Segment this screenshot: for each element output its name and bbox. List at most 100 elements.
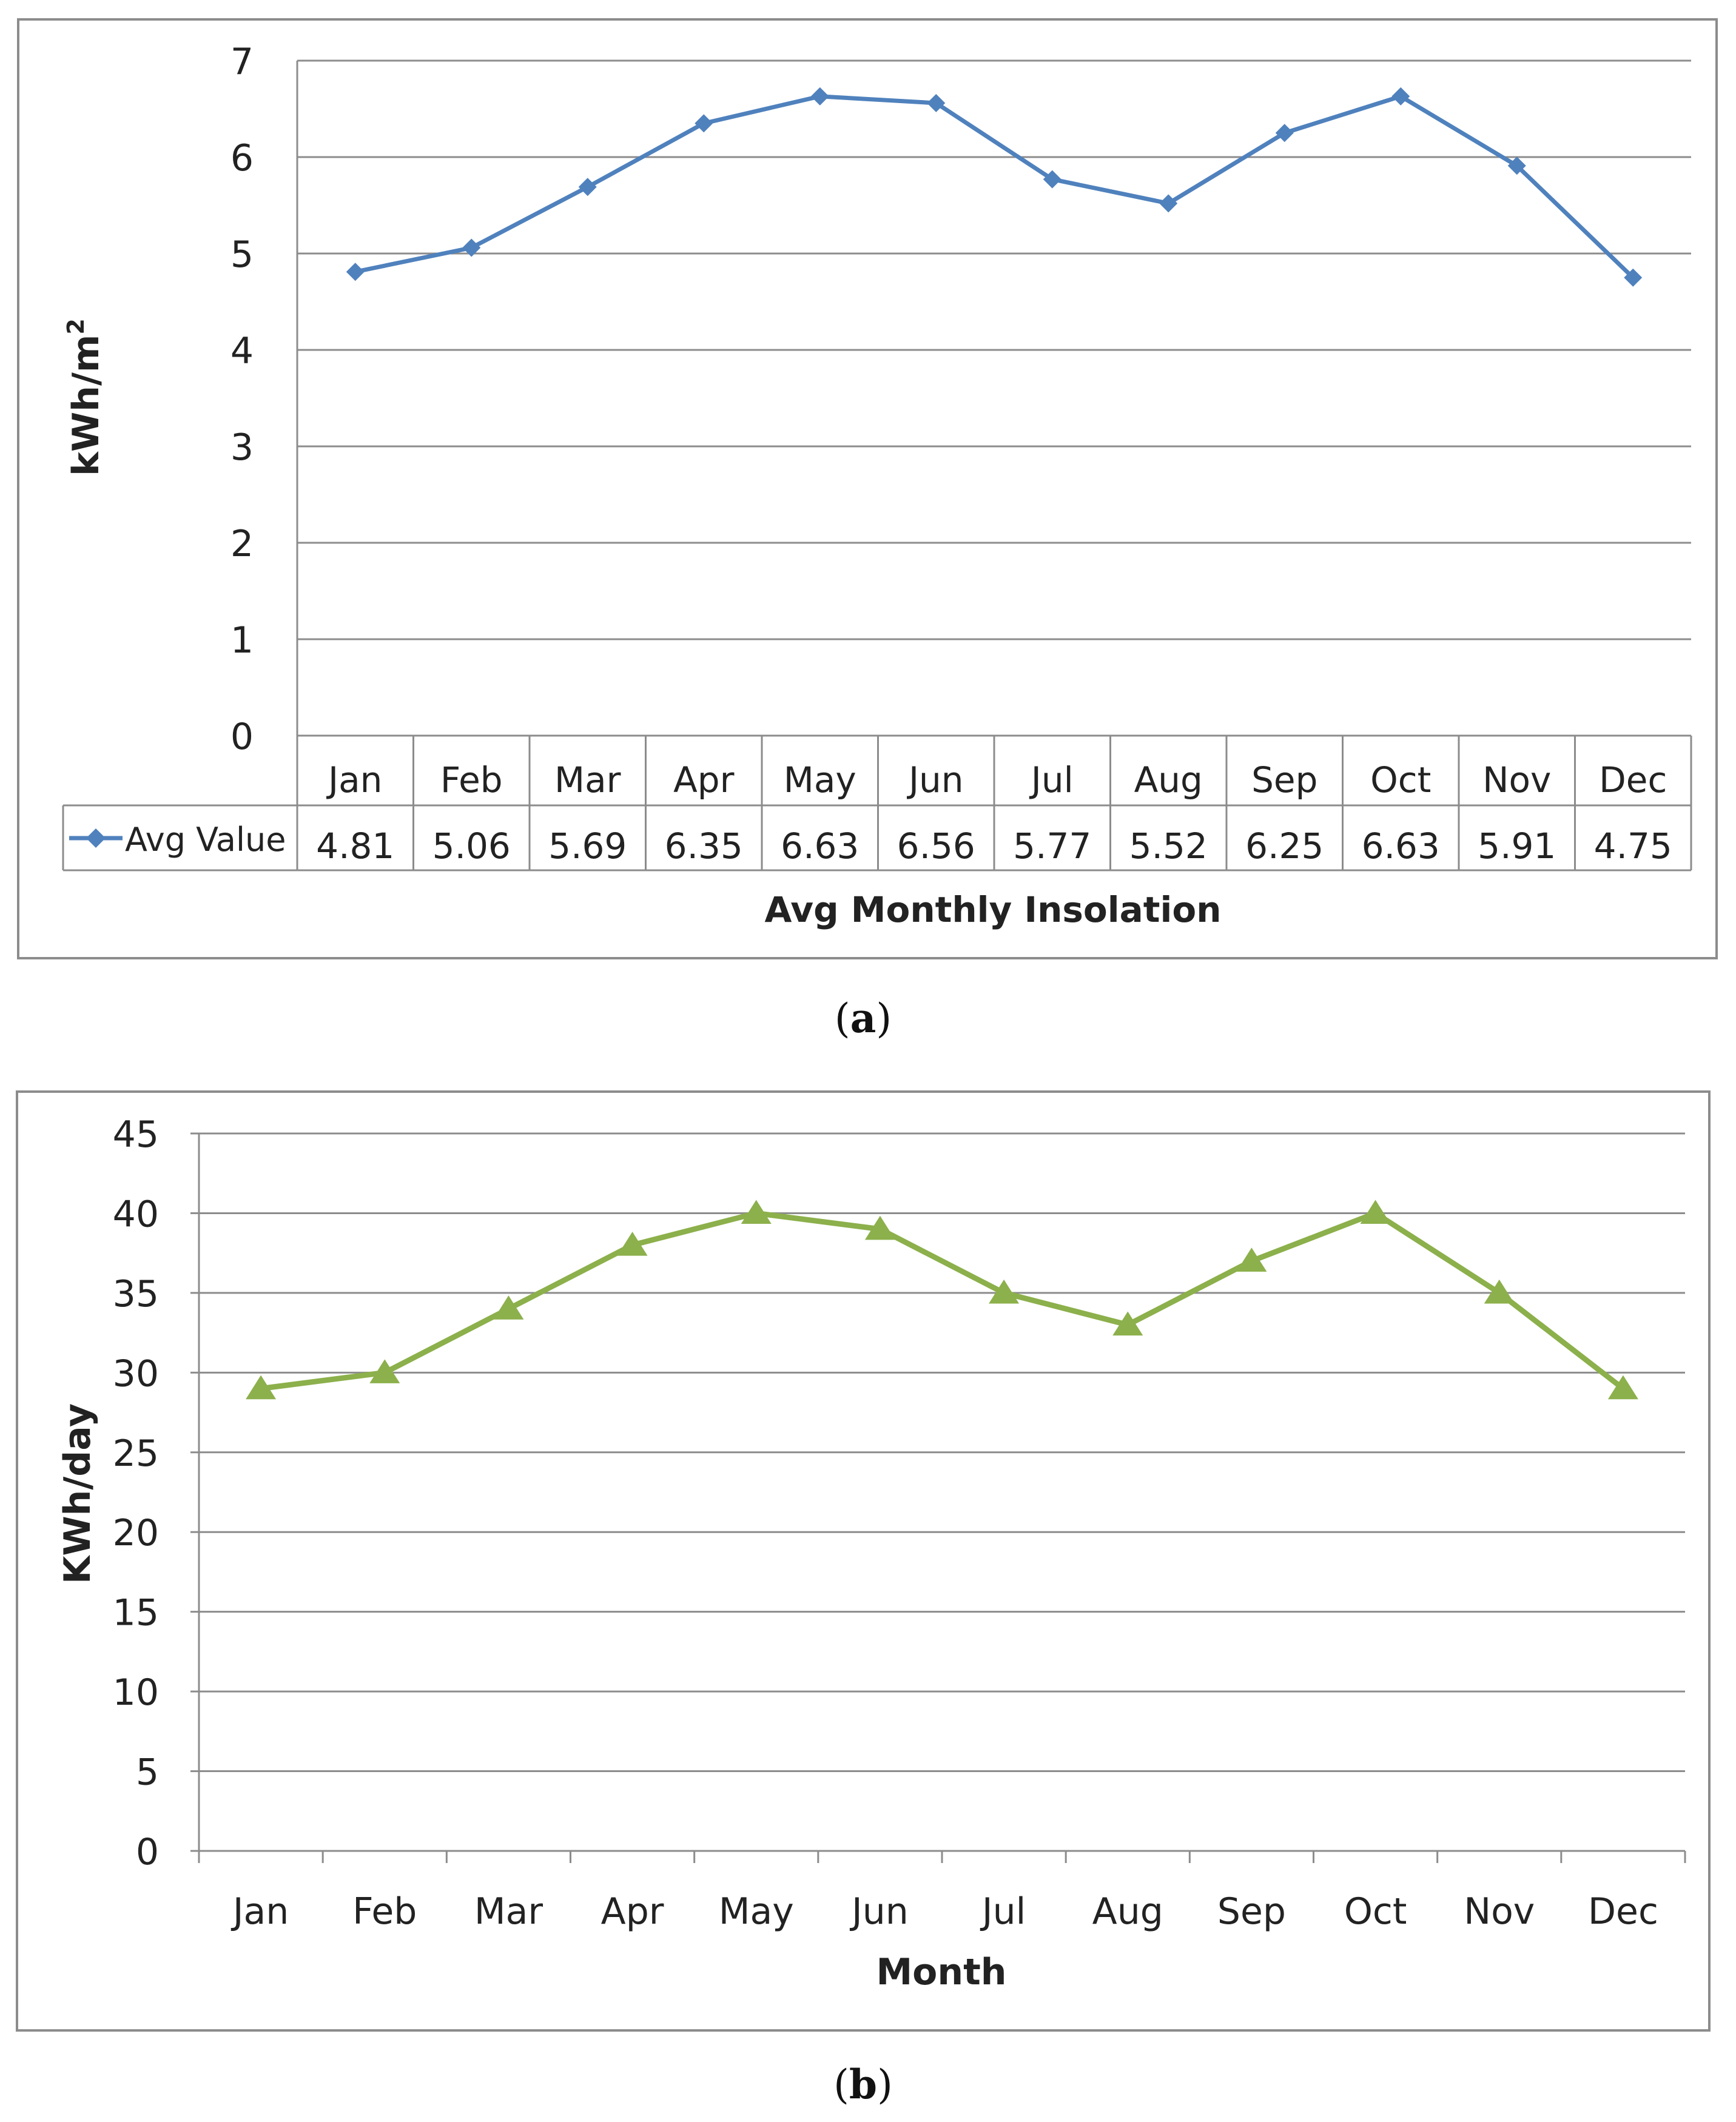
chart-b-x-tick: Nov [1464,1890,1535,1933]
chart-a-legend-marker [86,828,106,848]
chart-a-x-tick: Nov [1482,759,1551,801]
chart-a-x-tick: Sep [1251,759,1317,801]
chart-b-point [741,1200,772,1224]
chart-b-y-tick-labels: 0 5 10 15 20 25 30 35 40 45 [113,1113,159,1873]
chart-a-y-tick: 4 [230,330,254,372]
chart-b-point [1360,1200,1391,1224]
chart-b-x-axis-label: Month [876,1951,1006,1993]
chart-a-x-tick: Jan [326,759,382,801]
chart-a-data-label: 4.75 [1594,825,1672,867]
chart-a-data-label: 5.77 [1013,825,1091,867]
chart-a-frame [17,18,1718,959]
chart-b-x-tick: May [719,1890,794,1933]
chart-a-y-tick: 0 [230,716,254,758]
chart-a-x-tick: Mar [554,759,621,801]
chart-a-x-tick: Aug [1134,759,1203,801]
chart-b-x-tick: Dec [1588,1890,1658,1933]
chart-b: 0 5 10 15 20 25 30 35 40 45 Jan Feb Mar Apr May Jun Jul… [16,1090,1711,2032]
chart-a-title: Avg Monthly Insolation [764,889,1221,930]
chart-a-point [346,263,365,281]
chart-b-point [989,1279,1020,1304]
chart-b-x-tick: Oct [1344,1890,1407,1933]
chart-b-y-tick: 10 [113,1671,159,1714]
chart-b-y-axis-label: KWh/day [56,1403,99,1584]
chart-a-point [1159,194,1178,213]
chart-b-y-tick: 0 [136,1831,159,1873]
chart-a-x-tick: Jul [1029,759,1074,801]
chart-a-data-label: 6.63 [1362,825,1440,867]
chart-a-data-label: 5.69 [548,825,627,867]
chart-a-data-label: 5.91 [1478,825,1556,867]
chart-a-point [927,93,946,112]
chart-a-x-tick: Feb [440,759,503,801]
chart-a-point [1043,170,1061,189]
chart-a-y-tick: 7 [230,41,254,83]
chart-a-gridlines [296,59,1691,737]
chart-a-y-tick: 2 [230,523,254,565]
chart-a-data-label: 5.52 [1129,825,1208,867]
chart-b-x-tick: Feb [352,1890,417,1933]
chart-a-data-label: 5.06 [432,825,511,867]
chart-a-point [695,114,713,133]
chart-b-y-tick: 5 [136,1751,159,1794]
chart-b-point [1607,1375,1638,1400]
chart-b-x-tick: Mar [474,1890,543,1933]
chart-b-series-line [260,1210,1625,1392]
chart-a-point [810,87,829,106]
chart-a-point [1507,156,1526,175]
chart-a-point [578,178,597,196]
chart-a-x-tick: Dec [1599,759,1667,801]
chart-b-x-tick: Jan [230,1890,289,1933]
chart-b-point [246,1375,277,1400]
caption-b: (b) [833,2061,893,2108]
chart-a-y-tick: 1 [230,619,254,662]
chart-a-y-tick-labels: 0 1 2 3 4 5 6 7 [230,41,254,758]
chart-a-series-line [355,94,1635,280]
chart-a-data-label: 6.35 [665,825,743,867]
chart-b-y-tick: 20 [113,1512,159,1554]
caption-a: (a) [835,995,892,1042]
chart-a-point [1391,87,1410,106]
chart-b-y-tick: 25 [113,1432,159,1475]
chart-a-legend-label: Avg Value [125,821,286,859]
chart-a-x-tick: Apr [673,759,734,801]
chart-b-x-tick: Jun [849,1890,909,1933]
chart-b-y-tick: 45 [113,1113,159,1156]
chart-a-point [1624,268,1643,287]
chart-a-series [346,87,1643,287]
chart-b-series [246,1200,1638,1400]
chart-a-point [1275,124,1294,143]
chart-b-point [1484,1279,1515,1304]
chart-b-x-tick: Jul [980,1890,1026,1933]
chart-a-x-tick: Jun [907,759,964,801]
chart-a: 0 1 2 3 4 5 6 7 kWh/m2 Jan 4.81 Feb 5.06 Mar 5.69 Apr… [17,18,1718,959]
chart-a-point [462,238,481,257]
chart-b-point [1112,1311,1143,1336]
chart-a-x-tick: Oct [1370,759,1431,801]
chart-a-y-tick: 3 [230,426,254,469]
chart-b-point [493,1295,524,1320]
chart-a-data-label: 6.63 [781,825,859,867]
chart-a-y-axis-label: kWh/m2 [62,318,107,476]
chart-a-x-tick: May [784,759,856,801]
chart-b-y-tick: 15 [113,1592,159,1634]
chart-b-y-tick: 35 [113,1273,159,1315]
chart-a-data-table: Jan 4.81 Feb 5.06 Mar 5.69 Apr 6.35 May 6.63 Jun 6.… [62,734,1692,871]
chart-b-frame [16,1090,1711,2032]
chart-b-y-tick: 30 [113,1352,159,1395]
chart-b-point [1236,1247,1267,1272]
chart-b-x-tick: Aug [1092,1890,1163,1933]
chart-b-x-tick-labels: Jan Feb Mar Apr May Jun Jul Aug Sep Oct Nov Dec [230,1890,1658,1933]
chart-b-point [369,1359,400,1383]
chart-b-point [617,1232,648,1256]
chart-b-x-tick: Apr [601,1890,664,1933]
chart-a-y-tick: 6 [230,137,254,180]
chart-b-point [864,1215,895,1240]
chart-a-data-label: 4.81 [316,825,394,867]
chart-b-gridlines [190,1132,1686,1863]
chart-a-y-tick: 5 [230,233,254,276]
chart-b-y-tick: 40 [113,1193,159,1235]
chart-a-data-label: 6.25 [1245,825,1324,867]
chart-a-data-label: 6.56 [897,825,975,867]
